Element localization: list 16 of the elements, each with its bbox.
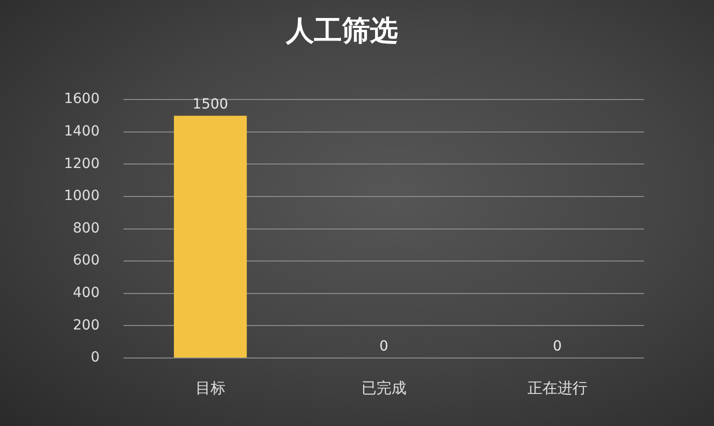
- x-tick-label: 正在进行: [527, 378, 588, 397]
- data-label: 1500: [192, 96, 228, 112]
- y-tick-label: 200: [72, 317, 100, 334]
- x-tick-label: 目标: [195, 378, 226, 397]
- y-tick-label: 1400: [64, 124, 100, 140]
- y-tick-label: 600: [72, 252, 100, 269]
- y-tick-label: 1000: [64, 188, 100, 204]
- y-tick-label: 1200: [64, 156, 100, 172]
- x-tick-label: 已完成: [361, 378, 406, 397]
- y-tick-label: 400: [72, 285, 100, 302]
- data-label: 0: [379, 338, 388, 355]
- y-tick-label: 0: [90, 350, 100, 366]
- chart-title: 人工筛选: [285, 14, 398, 48]
- y-tick-label: 1600: [64, 91, 100, 108]
- y-tick-label: 800: [72, 220, 100, 236]
- data-label: 0: [552, 338, 562, 355]
